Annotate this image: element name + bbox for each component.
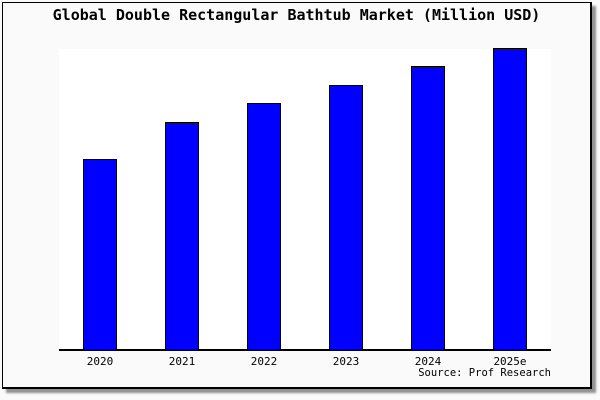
plot-area — [59, 48, 551, 351]
bar-2020 — [83, 159, 117, 349]
x-tick-label-2023: 2023 — [332, 355, 360, 368]
bar-slot-2025e — [469, 48, 551, 349]
x-axis-tick-labels: 2020 2021 2022 2023 2024 2025e — [59, 355, 551, 368]
bar-slot-2021 — [141, 49, 223, 349]
bar-slot-2022 — [223, 49, 305, 349]
x-tick-label-2020: 2020 — [86, 355, 114, 368]
bar-2021 — [165, 122, 199, 349]
bar-2023 — [329, 84, 363, 349]
chart-title: Global Double Rectangular Bathtub Market… — [52, 6, 541, 24]
bar-2022 — [247, 102, 281, 349]
chart-container: Global Double Rectangular Bathtub Market… — [2, 2, 592, 389]
bar-2025e — [493, 48, 527, 349]
bar-slot-2023 — [305, 49, 387, 349]
x-tick-label-2024: 2024 — [414, 355, 442, 368]
x-tick-label-2021: 2021 — [168, 355, 196, 368]
source-attribution: Source: Prof Research — [418, 367, 551, 379]
x-tick-label-2025e: 2025e — [493, 355, 527, 368]
bar-slot-2020 — [59, 49, 141, 349]
bar-2024 — [411, 66, 445, 349]
bar-slot-2024 — [387, 49, 469, 349]
x-tick-label-2022: 2022 — [250, 355, 278, 368]
